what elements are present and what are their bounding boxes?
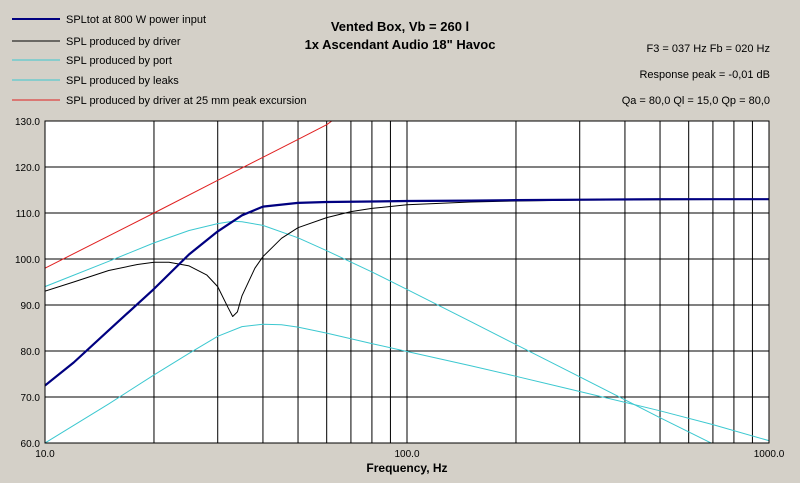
y-tick-label: 100.0 [15,255,40,266]
annotation-f3-fb: F3 = 037 Hz Fb = 020 Hz [646,43,770,55]
legend-label-excursion: SPL produced by driver at 25 mm peak exc… [66,95,307,107]
y-tick-label: 80.0 [21,347,41,358]
chart-subtitle: 1x Ascendant Audio 18" Havoc [305,37,496,52]
y-tick-label: 120.0 [15,163,40,174]
legend: SPLtot at 800 W power input SPL produced… [12,14,307,107]
y-tick-label: 90.0 [21,301,41,312]
x-axis-label: Frequency, Hz [366,461,447,475]
series-line-spl-produced-by-leaks [45,323,769,443]
tick-labels: 60.0 70.0 80.0 90.0 100.0 110.0 120.0 130.0 10.0… [15,117,785,460]
grid [45,121,769,443]
series-layer [45,121,769,443]
x-tick-label: 100.0 [394,449,419,460]
x-tick-label: 10.0 [35,449,55,460]
chart-title: Vented Box, Vb = 260 l [331,19,469,34]
y-tick-label: 60.0 [21,439,41,450]
y-tick-label: 130.0 [15,117,40,128]
x-tick-label: 1000.0 [754,449,785,460]
annotation-q-values: Qa = 80,0 Ql = 15,0 Qp = 80,0 [622,95,770,107]
legend-label-port: SPL produced by port [66,55,172,67]
series-line-spl-produced-by-driver [45,198,769,317]
legend-label-spltot: SPLtot at 800 W power input [66,14,206,26]
y-tick-label: 110.0 [16,209,41,220]
plot-border [44,120,770,444]
series-line-spltot-at-800-w-power-input [45,198,769,387]
series-line-spl-produced-by-port [45,220,713,443]
legend-label-driver: SPL produced by driver [66,36,181,48]
series-line-spl-produced-by-driver-at-25-mm-peak-excursion [45,121,333,269]
annotation-response-peak: Response peak = -0,01 dB [639,69,770,81]
y-tick-label: 70.0 [21,393,41,404]
legend-label-leaks: SPL produced by leaks [66,75,179,87]
